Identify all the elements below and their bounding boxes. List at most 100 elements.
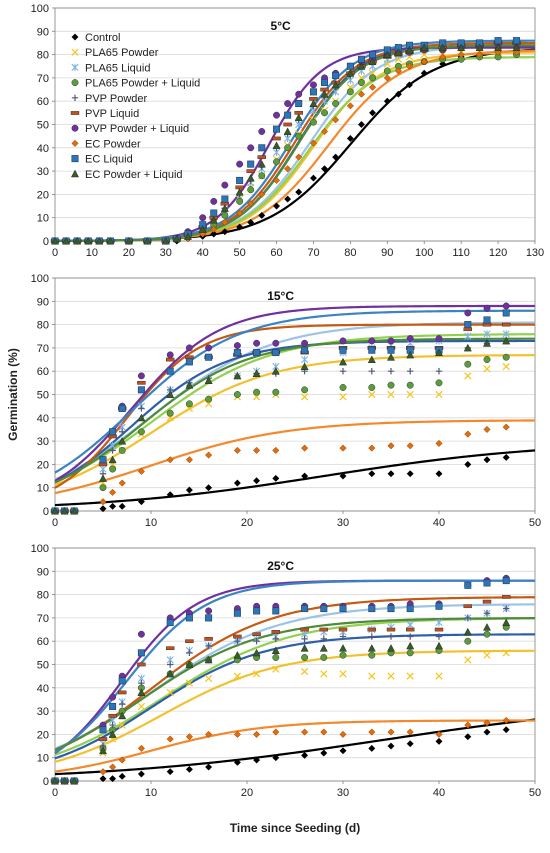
data-point (166, 669, 175, 678)
data-point (272, 754, 280, 762)
y-tick-label-20: 20 (37, 729, 49, 741)
data-point (301, 346, 309, 354)
data-point (95, 236, 104, 245)
legend-label-pvp-powder: PVP Powder (85, 93, 148, 105)
data-point (464, 637, 472, 645)
data-point (321, 79, 329, 87)
data-point (457, 43, 466, 52)
data-point (272, 202, 281, 210)
legend-marker-pla65-powder-liquid (71, 79, 79, 87)
fit-line-pla65-liquid (54, 603, 536, 750)
data-point (233, 446, 241, 454)
y-tick-label-20: 20 (37, 189, 49, 201)
y-tick-label-80: 80 (37, 590, 49, 602)
data-point (166, 456, 174, 464)
x-tick-label-10: 10 (145, 517, 157, 529)
data-point (320, 749, 328, 757)
data-point (272, 388, 280, 396)
y-tick-label-100: 100 (31, 3, 49, 15)
legend-label-control: Control (85, 32, 120, 44)
fit-line-pvp-powder-liquid (54, 579, 535, 754)
data-point (166, 768, 174, 776)
data-point (295, 153, 303, 161)
data-point (339, 393, 347, 401)
y-tick-label-50: 50 (37, 390, 49, 402)
data-point (339, 670, 347, 678)
data-point (109, 428, 117, 436)
data-point (320, 90, 329, 98)
data-point (272, 654, 280, 661)
data-point (319, 644, 328, 652)
data-point (406, 728, 414, 736)
data-point (368, 744, 376, 752)
data-point (405, 45, 414, 54)
data-point (166, 390, 175, 398)
data-point (301, 751, 309, 759)
data-point (236, 209, 244, 217)
data-point (346, 102, 354, 110)
data-point (502, 453, 510, 461)
data-point (383, 50, 392, 59)
data-point (383, 67, 391, 75)
y-tick-label-90: 90 (37, 296, 49, 308)
data-point (406, 627, 415, 632)
data-point (98, 746, 108, 755)
data-point (272, 474, 280, 482)
legend-label-ec-liquid: EC Liquid (85, 154, 133, 166)
data-point (406, 672, 414, 680)
data-point (284, 144, 292, 152)
data-point (137, 688, 146, 696)
y-tick-label-40: 40 (37, 683, 49, 695)
data-point (137, 386, 145, 394)
data-point (383, 97, 391, 105)
data-point (435, 335, 443, 343)
data-point (406, 621, 414, 629)
data-point (386, 627, 396, 632)
legend-marker-pla65-liquid (71, 63, 79, 72)
data-point (50, 776, 60, 785)
data-point (109, 721, 116, 729)
data-point (273, 158, 280, 166)
data-point (108, 730, 117, 738)
data-point (283, 127, 292, 135)
data-point (295, 100, 303, 108)
fit-line-ec-liquid (54, 579, 535, 754)
data-point (199, 214, 207, 222)
data-point (272, 446, 280, 454)
y-tick-label-70: 70 (37, 73, 49, 85)
data-point (143, 236, 152, 245)
data-point (221, 228, 229, 236)
data-point (185, 355, 194, 360)
data-point (99, 498, 107, 506)
data-point (185, 679, 194, 687)
data-point (137, 649, 145, 657)
data-point (233, 349, 241, 357)
data-point (502, 336, 511, 345)
data-point (464, 321, 472, 329)
data-point (166, 491, 174, 499)
data-point (273, 125, 281, 133)
data-point (483, 356, 491, 363)
data-point (483, 719, 491, 727)
data-point (387, 390, 395, 399)
data-point (272, 635, 279, 643)
data-point (247, 186, 255, 194)
data-point (338, 644, 348, 652)
series-control (51, 453, 510, 515)
data-point (60, 776, 69, 785)
data-point (483, 630, 491, 638)
data-point (118, 404, 126, 412)
data-point (205, 730, 213, 738)
data-point (394, 48, 403, 56)
data-point (246, 173, 255, 182)
data-point (185, 660, 194, 668)
data-point (394, 90, 402, 98)
data-point (369, 51, 377, 59)
y-tick-label-100: 100 (31, 543, 49, 555)
legend-label-pvp-powder-liquid: PVP Powder + Liquid (85, 123, 189, 135)
data-point (463, 343, 472, 352)
data-point (368, 83, 377, 91)
data-point (331, 80, 340, 89)
data-point (137, 467, 145, 475)
data-point (483, 651, 491, 659)
